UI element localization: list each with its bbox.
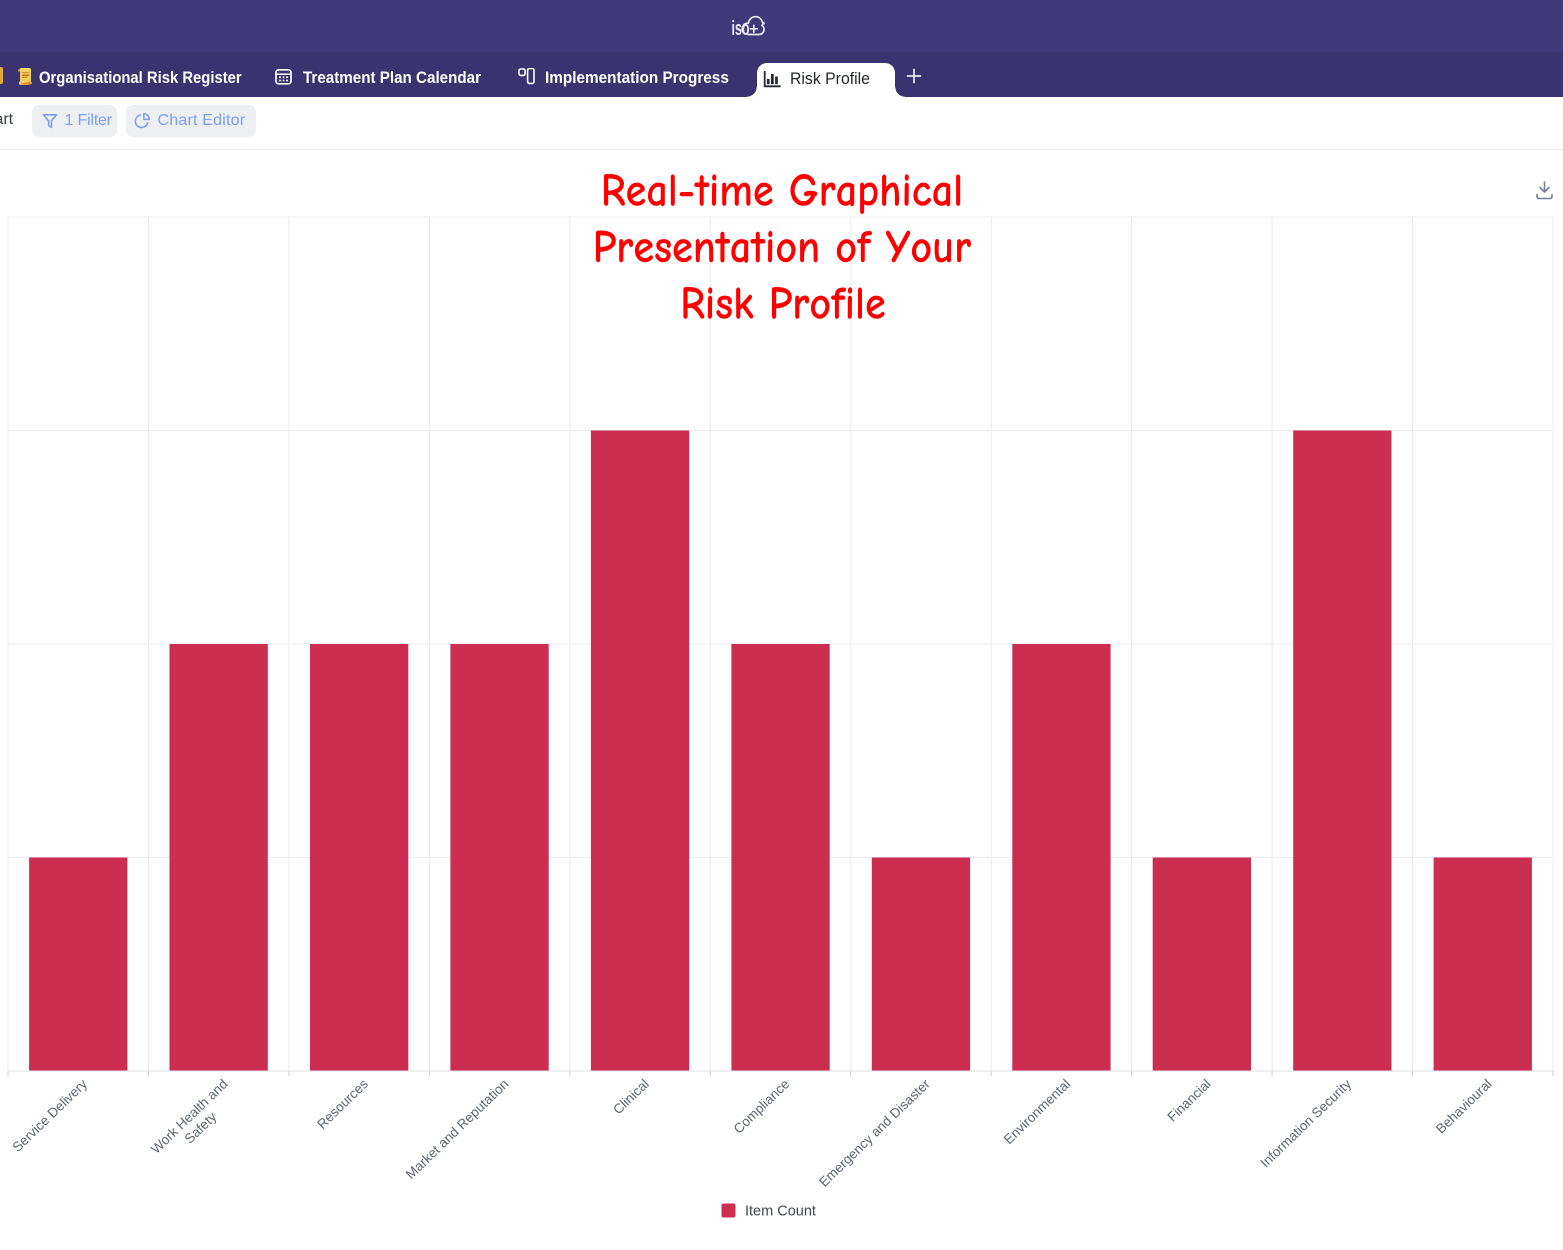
svg-text:Environmental: Environmental bbox=[1001, 1076, 1073, 1147]
svg-text:Clinical: Clinical bbox=[610, 1076, 652, 1117]
svg-text:Compliance: Compliance bbox=[731, 1076, 793, 1136]
svg-text:Financial: Financial bbox=[1164, 1076, 1213, 1124]
svg-text:Information Security: Information Security bbox=[1257, 1076, 1354, 1170]
svg-text:iso: iso bbox=[732, 18, 750, 37]
svg-text:Behavioural: Behavioural bbox=[1433, 1076, 1495, 1136]
svg-text:Market and Reputation: Market and Reputation bbox=[403, 1076, 512, 1182]
svg-text:Resources: Resources bbox=[314, 1076, 371, 1132]
svg-text:Emergency and Disaster: Emergency and Disaster bbox=[816, 1076, 933, 1190]
svg-text:Item Count: Item Count bbox=[745, 1204, 816, 1220]
svg-text:Service Delivery: Service Delivery bbox=[9, 1076, 90, 1155]
